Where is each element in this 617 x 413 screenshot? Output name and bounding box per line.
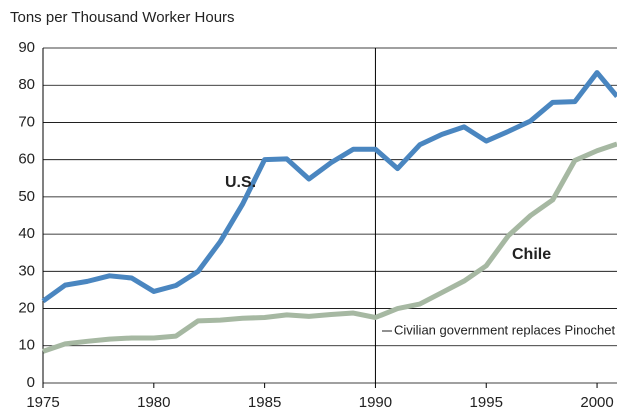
- x-tick-label: 2000: [580, 394, 613, 411]
- y-tick-label: 50: [18, 188, 35, 205]
- series-line: [42, 141, 617, 354]
- series-label: Chile: [512, 246, 551, 263]
- x-tick-label: 1975: [26, 394, 59, 411]
- y-tick-label: 40: [18, 225, 35, 242]
- chart-title: Tons per Thousand Worker Hours: [10, 9, 235, 26]
- x-tick-label: 1990: [359, 394, 392, 411]
- x-tick-label: 1995: [470, 394, 503, 411]
- y-tick-label: 0: [27, 374, 35, 391]
- y-tick-label: 20: [18, 300, 35, 317]
- y-tick-label: 80: [18, 76, 35, 93]
- series-label: U.S.: [225, 174, 256, 191]
- x-tick-label: 1985: [248, 394, 281, 411]
- series-line: [41, 70, 617, 304]
- y-tick-label: 90: [18, 39, 35, 56]
- y-tick-label: 30: [18, 262, 35, 279]
- y-tick-label: 60: [18, 151, 35, 168]
- y-tick-label: 70: [18, 113, 35, 130]
- y-tick-label: 10: [18, 337, 35, 354]
- x-tick-label: 1980: [137, 394, 170, 411]
- annotation-text: Civilian government replaces Pinochet: [394, 322, 616, 337]
